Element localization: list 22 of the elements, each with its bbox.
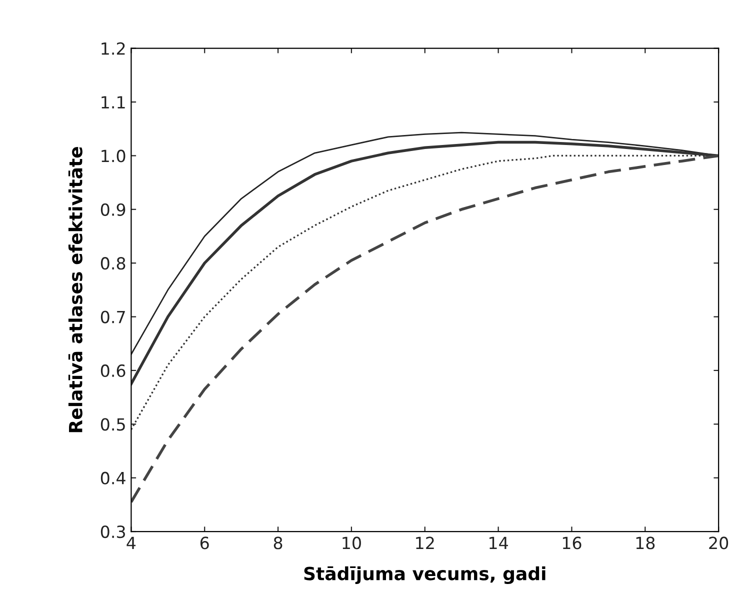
- y-tick-label: 0.9: [100, 203, 126, 216]
- y-tick-label: 1.2: [102, 42, 125, 55]
- x-tick-label: 12: [416, 536, 434, 550]
- x-tick-label: 10: [342, 536, 361, 550]
- x-tick-label: 8: [274, 536, 282, 550]
- x-tick-label: 16: [562, 536, 582, 550]
- x-tick-label: 4: [126, 536, 136, 550]
- line-series: [131, 154, 719, 504]
- y-tick-label: 1.1: [102, 96, 125, 108]
- y-tick-label: 0.7: [100, 310, 125, 324]
- y-tick-label: 1.0: [102, 150, 126, 162]
- x-axis-title: Stādījuma vecums, gadi: [304, 566, 546, 584]
- y-tick-label: 0.4: [100, 472, 126, 484]
- y-tick-label: 0.8: [100, 257, 126, 270]
- y-tick-label: 0.3: [100, 525, 125, 538]
- x-tick-label: 6: [200, 536, 209, 550]
- x-tick-label: 14: [490, 536, 508, 550]
- y-axis-title: Relatīvā atlases efektivitāte: [68, 146, 82, 432]
- y-tick-label: 0.5: [100, 418, 125, 431]
- x-tick-label: 20: [709, 536, 728, 550]
- y-tick-label: 0.6: [100, 364, 126, 378]
- x-tick-label: 18: [636, 536, 655, 550]
